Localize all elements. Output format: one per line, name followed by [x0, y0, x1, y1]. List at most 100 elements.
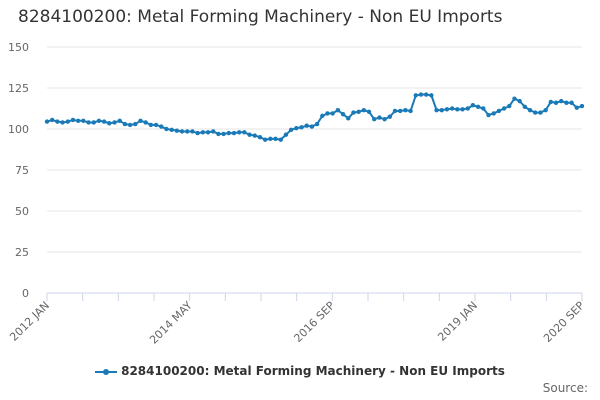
data-point[interactable] — [569, 100, 574, 105]
data-point[interactable] — [377, 115, 382, 120]
data-point[interactable] — [512, 96, 517, 101]
data-point[interactable] — [143, 120, 148, 125]
data-point[interactable] — [346, 116, 351, 121]
data-point[interactable] — [55, 119, 60, 124]
data-point[interactable] — [195, 130, 200, 136]
data-point[interactable] — [543, 107, 548, 113]
data-point[interactable] — [392, 108, 398, 114]
data-point[interactable] — [299, 125, 304, 130]
data-point[interactable] — [522, 104, 528, 110]
data-point[interactable] — [429, 93, 434, 98]
data-point[interactable] — [159, 124, 164, 129]
data-point[interactable] — [242, 130, 247, 135]
data-point[interactable] — [226, 130, 231, 136]
data-point[interactable] — [268, 136, 273, 142]
data-point[interactable] — [262, 137, 268, 142]
data-point[interactable] — [65, 119, 70, 124]
data-point[interactable] — [221, 131, 226, 137]
data-point[interactable] — [366, 109, 372, 114]
data-point[interactable] — [216, 131, 221, 137]
data-point[interactable] — [153, 122, 159, 128]
data-point[interactable] — [517, 98, 522, 104]
data-point[interactable] — [330, 111, 335, 116]
data-point[interactable] — [325, 111, 330, 116]
data-point[interactable] — [387, 114, 393, 119]
data-point[interactable] — [314, 121, 320, 127]
data-point[interactable] — [559, 98, 564, 104]
data-point[interactable] — [122, 121, 128, 127]
data-point[interactable] — [449, 106, 455, 111]
data-point[interactable] — [70, 117, 76, 123]
data-point[interactable] — [548, 99, 554, 105]
data-point[interactable] — [470, 103, 476, 108]
data-point[interactable] — [236, 130, 242, 135]
data-point[interactable] — [60, 120, 65, 125]
data-point[interactable] — [356, 109, 361, 114]
data-point[interactable] — [553, 100, 559, 105]
data-point[interactable] — [127, 122, 133, 128]
data-point[interactable] — [372, 116, 377, 122]
data-point[interactable] — [257, 135, 263, 140]
data-point[interactable] — [340, 112, 346, 117]
data-point[interactable] — [507, 103, 512, 109]
data-point[interactable] — [200, 130, 206, 135]
data-point[interactable] — [351, 110, 356, 115]
data-point[interactable] — [527, 107, 533, 113]
data-point[interactable] — [138, 118, 143, 124]
data-point[interactable] — [564, 100, 569, 105]
data-point[interactable] — [288, 127, 294, 133]
data-point[interactable] — [107, 121, 112, 126]
data-point[interactable] — [304, 123, 309, 128]
data-point[interactable] — [294, 125, 299, 131]
data-point[interactable] — [533, 110, 538, 115]
data-point[interactable] — [382, 116, 387, 122]
data-point[interactable] — [169, 127, 174, 133]
data-point[interactable] — [81, 118, 86, 124]
data-point[interactable] — [112, 120, 117, 125]
data-point[interactable] — [91, 120, 96, 125]
data-point[interactable] — [117, 118, 122, 124]
data-point[interactable] — [465, 106, 470, 111]
data-point[interactable] — [101, 119, 107, 124]
data-point[interactable] — [475, 104, 481, 110]
data-point[interactable] — [574, 105, 580, 110]
legend[interactable]: 8284100200: Metal Forming Machinery - No… — [0, 364, 600, 378]
data-point[interactable] — [86, 120, 91, 125]
data-point[interactable] — [455, 107, 460, 112]
data-point[interactable] — [247, 132, 252, 137]
data-point[interactable] — [335, 107, 341, 113]
data-point[interactable] — [44, 119, 50, 124]
data-point[interactable] — [164, 126, 169, 132]
data-point[interactable] — [320, 113, 325, 119]
data-point[interactable] — [179, 129, 185, 134]
data-point[interactable] — [174, 128, 180, 133]
data-point[interactable] — [148, 122, 154, 128]
data-point[interactable] — [361, 107, 367, 113]
data-point[interactable] — [434, 107, 439, 113]
data-point[interactable] — [418, 92, 424, 97]
data-point[interactable] — [211, 129, 216, 134]
data-point[interactable] — [408, 108, 413, 114]
data-point[interactable] — [205, 130, 211, 135]
data-point[interactable] — [423, 92, 429, 97]
data-point[interactable] — [444, 107, 450, 112]
data-point[interactable] — [309, 124, 315, 129]
data-point[interactable] — [538, 110, 543, 115]
data-point[interactable] — [491, 111, 496, 116]
data-point[interactable] — [185, 129, 190, 134]
data-point[interactable] — [398, 108, 403, 114]
data-point[interactable] — [283, 132, 289, 137]
data-point[interactable] — [252, 133, 257, 138]
data-point[interactable] — [579, 103, 585, 109]
data-point[interactable] — [190, 129, 195, 134]
data-point[interactable] — [49, 117, 55, 123]
data-point[interactable] — [75, 118, 81, 124]
data-point[interactable] — [278, 137, 283, 142]
data-point[interactable] — [481, 106, 486, 111]
data-point[interactable] — [486, 112, 491, 118]
data-point[interactable] — [439, 107, 444, 113]
data-point[interactable] — [460, 107, 465, 112]
data-point[interactable] — [96, 118, 102, 124]
data-point[interactable] — [133, 121, 138, 127]
data-point[interactable] — [413, 93, 418, 98]
